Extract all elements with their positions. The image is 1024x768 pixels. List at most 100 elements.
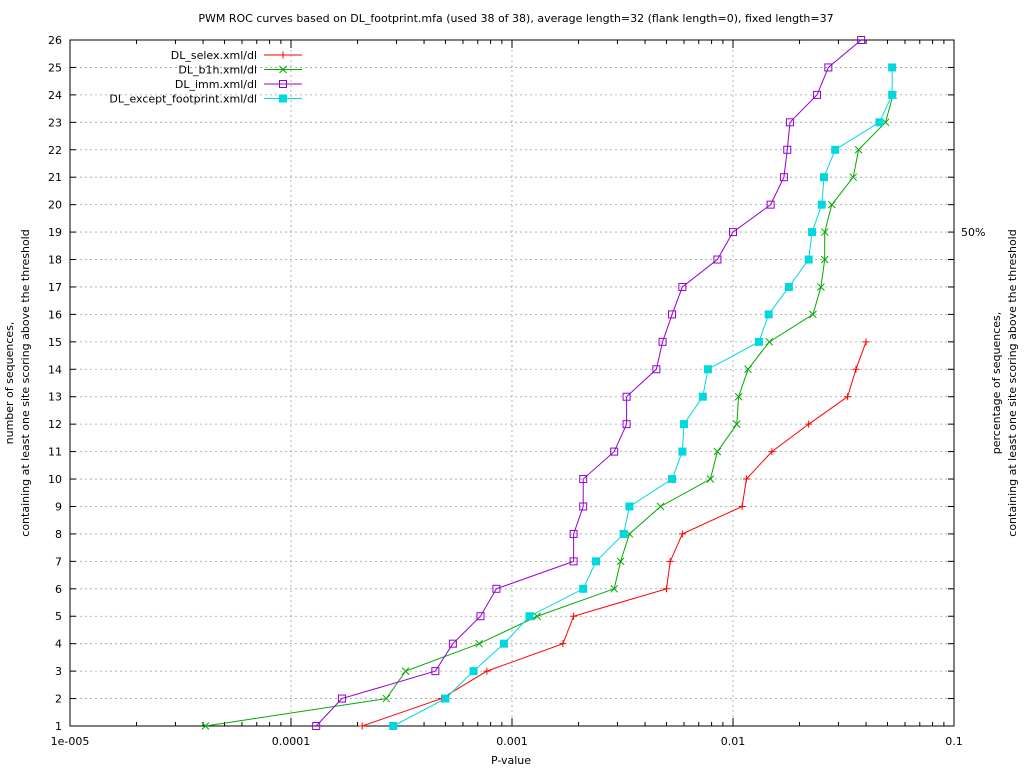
- data-point: [570, 612, 578, 620]
- legend-marker: [279, 94, 287, 103]
- y-tick-label: 17: [48, 281, 62, 294]
- data-point: [401, 667, 410, 675]
- data-point: [888, 63, 897, 72]
- data-point: [616, 557, 625, 566]
- data-point: [819, 173, 828, 182]
- data-point: [784, 282, 793, 291]
- data-point: [754, 337, 763, 346]
- y-tick-label: 15: [48, 336, 62, 349]
- data-point: [622, 392, 631, 401]
- data-point: [312, 722, 321, 730]
- data-point: [389, 722, 398, 730]
- data-point: [804, 255, 813, 264]
- series-line: [205, 94, 894, 727]
- y-axis-label-line-2: containing at least one site scoring abo…: [19, 229, 32, 536]
- data-point: [492, 584, 501, 593]
- plot-frame: [69, 39, 955, 727]
- data-point: [768, 448, 776, 456]
- data-point: [579, 584, 588, 593]
- series-line: [392, 67, 893, 727]
- x-tick-label: 0.0001: [272, 735, 311, 748]
- y2-axis-label-line-1: percentage of sequences,: [990, 312, 1003, 454]
- data-point: [831, 145, 840, 154]
- y2-axis: 50%: [961, 226, 985, 239]
- data-point: [448, 639, 457, 648]
- y-tick-label: 8: [55, 528, 62, 541]
- y-tick-label: 16: [48, 308, 62, 321]
- legend-label: DL_except_footprint.xml/dl: [109, 93, 257, 106]
- y-tick-label: 26: [48, 34, 62, 47]
- data-point: [475, 639, 483, 648]
- y-tick-label: 1: [55, 720, 62, 733]
- y-tick-label: 23: [48, 116, 62, 129]
- data-point: [382, 694, 391, 703]
- legend-marker: [279, 80, 287, 88]
- y-tick-label: 4: [55, 638, 62, 651]
- data-point: [678, 530, 686, 538]
- data-point: [732, 420, 741, 429]
- y-tick-label: 12: [48, 418, 62, 431]
- series-layer: [201, 36, 897, 730]
- legend-marker: [279, 65, 287, 74]
- data-point: [820, 255, 829, 264]
- data-point: [668, 475, 677, 484]
- y-tick-label: 3: [55, 665, 62, 678]
- data-point: [358, 722, 366, 730]
- data-point: [857, 36, 866, 44]
- data-point: [824, 63, 833, 72]
- series-2: [312, 36, 866, 730]
- data-point: [766, 200, 775, 209]
- y-axis: 1234567891011121314151617181920212223242…: [48, 34, 954, 733]
- data-point: [813, 90, 822, 99]
- data-point: [668, 310, 677, 319]
- data-point: [337, 694, 346, 703]
- data-point: [713, 255, 722, 264]
- y-tick-label: 21: [48, 171, 62, 184]
- data-point: [854, 145, 863, 154]
- data-point: [703, 365, 712, 374]
- data-point: [817, 200, 826, 209]
- data-point: [849, 173, 858, 182]
- data-point: [888, 90, 897, 99]
- series-3: [389, 63, 897, 730]
- data-point: [805, 420, 813, 428]
- data-point: [820, 228, 829, 236]
- data-point: [625, 502, 634, 511]
- x-tick-label: 0.001: [496, 735, 528, 748]
- data-point: [785, 118, 794, 127]
- x-tick-label: 1e-005: [51, 735, 90, 748]
- data-point: [559, 640, 567, 648]
- y-tick-label: 5: [55, 610, 62, 623]
- data-point: [783, 145, 792, 154]
- data-point: [441, 694, 450, 703]
- data-point: [610, 584, 619, 593]
- y-tick-label: 22: [48, 144, 62, 157]
- data-point: [658, 337, 667, 346]
- y-tick-label: 7: [55, 555, 62, 568]
- grid: [70, 40, 954, 726]
- data-point: [666, 557, 674, 565]
- data-point: [678, 447, 687, 456]
- data-point: [713, 447, 722, 456]
- y2-tick-label: 50%: [961, 226, 985, 239]
- data-point: [852, 365, 860, 373]
- y-tick-label: 13: [48, 391, 62, 404]
- data-point: [656, 502, 665, 511]
- data-point: [808, 228, 817, 237]
- data-point: [744, 365, 752, 374]
- data-point: [827, 200, 836, 209]
- y-tick-label: 14: [48, 363, 62, 376]
- data-point: [765, 337, 774, 346]
- y-tick-label: 25: [48, 61, 62, 74]
- y-tick-label: 10: [48, 473, 62, 486]
- data-point: [809, 310, 817, 319]
- data-point: [729, 228, 737, 237]
- data-point: [817, 283, 825, 291]
- data-point: [622, 420, 631, 429]
- x-tick-label: 0.01: [721, 735, 746, 748]
- data-point: [734, 392, 743, 401]
- data-point: [431, 667, 440, 676]
- y-axis-label: number of sequences, containing at least…: [3, 229, 32, 536]
- data-point: [652, 365, 661, 374]
